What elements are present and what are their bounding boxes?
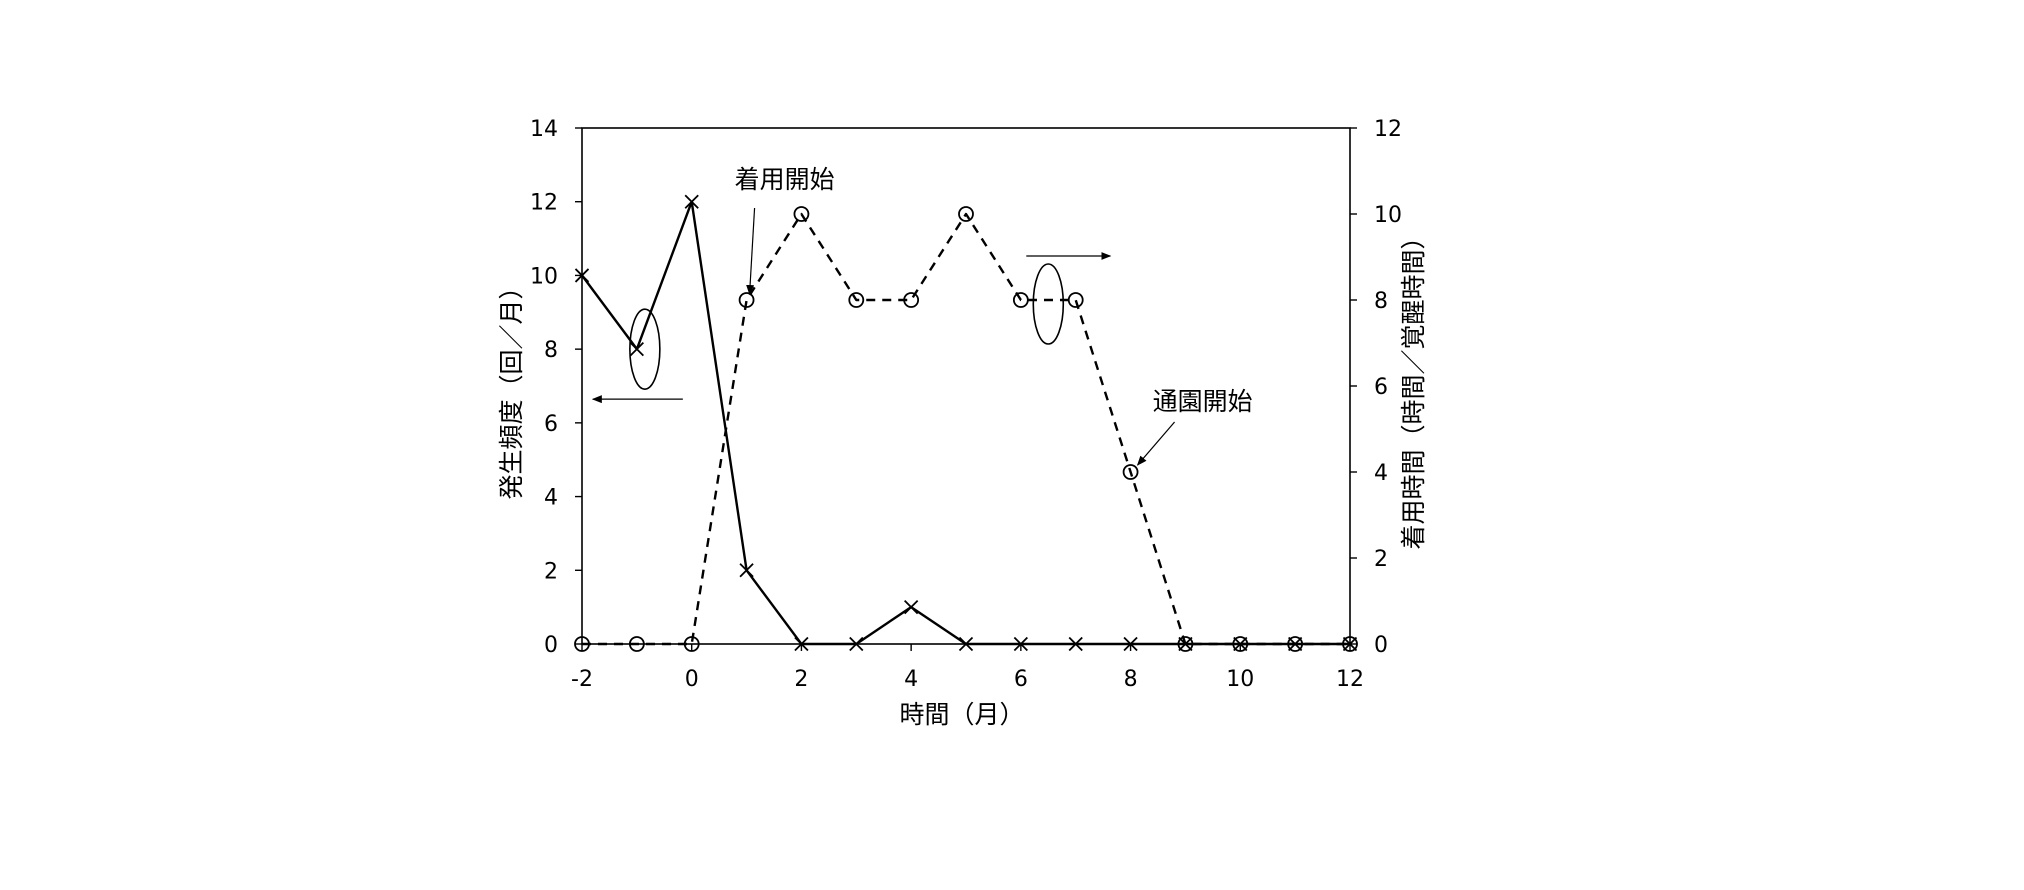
cross-data-point [739,563,754,578]
cross-data-point [904,600,919,615]
circle-data-point [628,636,645,652]
circle-data-point [1232,636,1249,652]
left-series-line [581,200,1350,646]
y-left-tick-label: 6 [544,412,558,437]
annotation-label: 着用開始 [735,165,835,194]
tick-labels: -2 0 2 4 6 8 10 12 0 2 4 6 8 10 12 14 0 2 4 6 8 10 12 [530,117,1402,692]
annotation-arrow [1136,421,1176,466]
circle-data-point [793,206,810,222]
circle-data-point [1287,636,1304,652]
y-right-tick-label: 10 [1374,203,1402,228]
circle-data-point [683,636,700,652]
y-right-tick-label: 6 [1374,375,1388,400]
right-series-line [582,212,1350,646]
annotation-arrow [746,207,756,295]
left-axis-indicator-ellipse [629,308,661,390]
circle-data-point [1067,292,1084,308]
cross-data-point [849,636,864,652]
y-right-tick-label: 8 [1374,289,1388,314]
plot-frame [581,127,1351,645]
circle-data-point [574,636,590,652]
x-tick-label: 12 [1336,667,1364,692]
y-right-tick-label: 12 [1374,117,1402,142]
cross-data-point [958,636,974,652]
y-left-tick-label: 8 [544,338,558,363]
cross-data-point [574,268,590,283]
circle-data-point [848,292,865,308]
y-left-tick-label: 0 [544,633,558,658]
plot-area-border [581,127,1351,645]
x-tick-label: 2 [794,667,808,692]
right-axis-indicator-ellipse [1032,263,1065,345]
cross-data-point [629,342,644,357]
series [574,194,1358,652]
cross-data-point [684,194,699,209]
y-left-tick-label: 4 [544,486,558,511]
cross-data-point [1068,636,1083,652]
x-tick-label: 0 [685,667,699,692]
cross-data-point [1123,636,1138,652]
y-left-tick-label: 2 [544,559,558,584]
y-right-tick-label: 0 [1374,633,1388,658]
circle-data-point [1177,636,1194,652]
circle-data-point [958,206,974,222]
y-right-tick-label: 4 [1374,461,1388,486]
circle-data-point [903,292,920,308]
x-tick-label: -2 [571,667,593,692]
circle-data-point [1122,464,1139,480]
cross-data-point [1013,636,1028,652]
y-left-tick-label: 10 [530,264,558,289]
x-axis-title: 時間（月） [899,700,1024,729]
y-axis-left-title: 発生頻度（回／月） [497,274,526,499]
y-left-tick-label: 14 [530,117,558,142]
circle-data-point [1342,636,1358,652]
y-right-tick-label: 2 [1374,547,1388,572]
y-left-tick-label: 12 [530,191,558,216]
x-tick-label: 4 [904,667,918,692]
cross-data-point [794,636,809,652]
axis-indicators [591,252,1112,404]
x-tick-label: 6 [1014,667,1028,692]
y-axis-right-title: 着用時間（時間／覚醒時間） [1399,224,1428,549]
x-tick-label: 8 [1124,667,1138,692]
x-tick-label: 10 [1226,667,1254,692]
annotation-label: 通園開始 [1153,387,1253,416]
circle-data-point [1012,292,1029,308]
